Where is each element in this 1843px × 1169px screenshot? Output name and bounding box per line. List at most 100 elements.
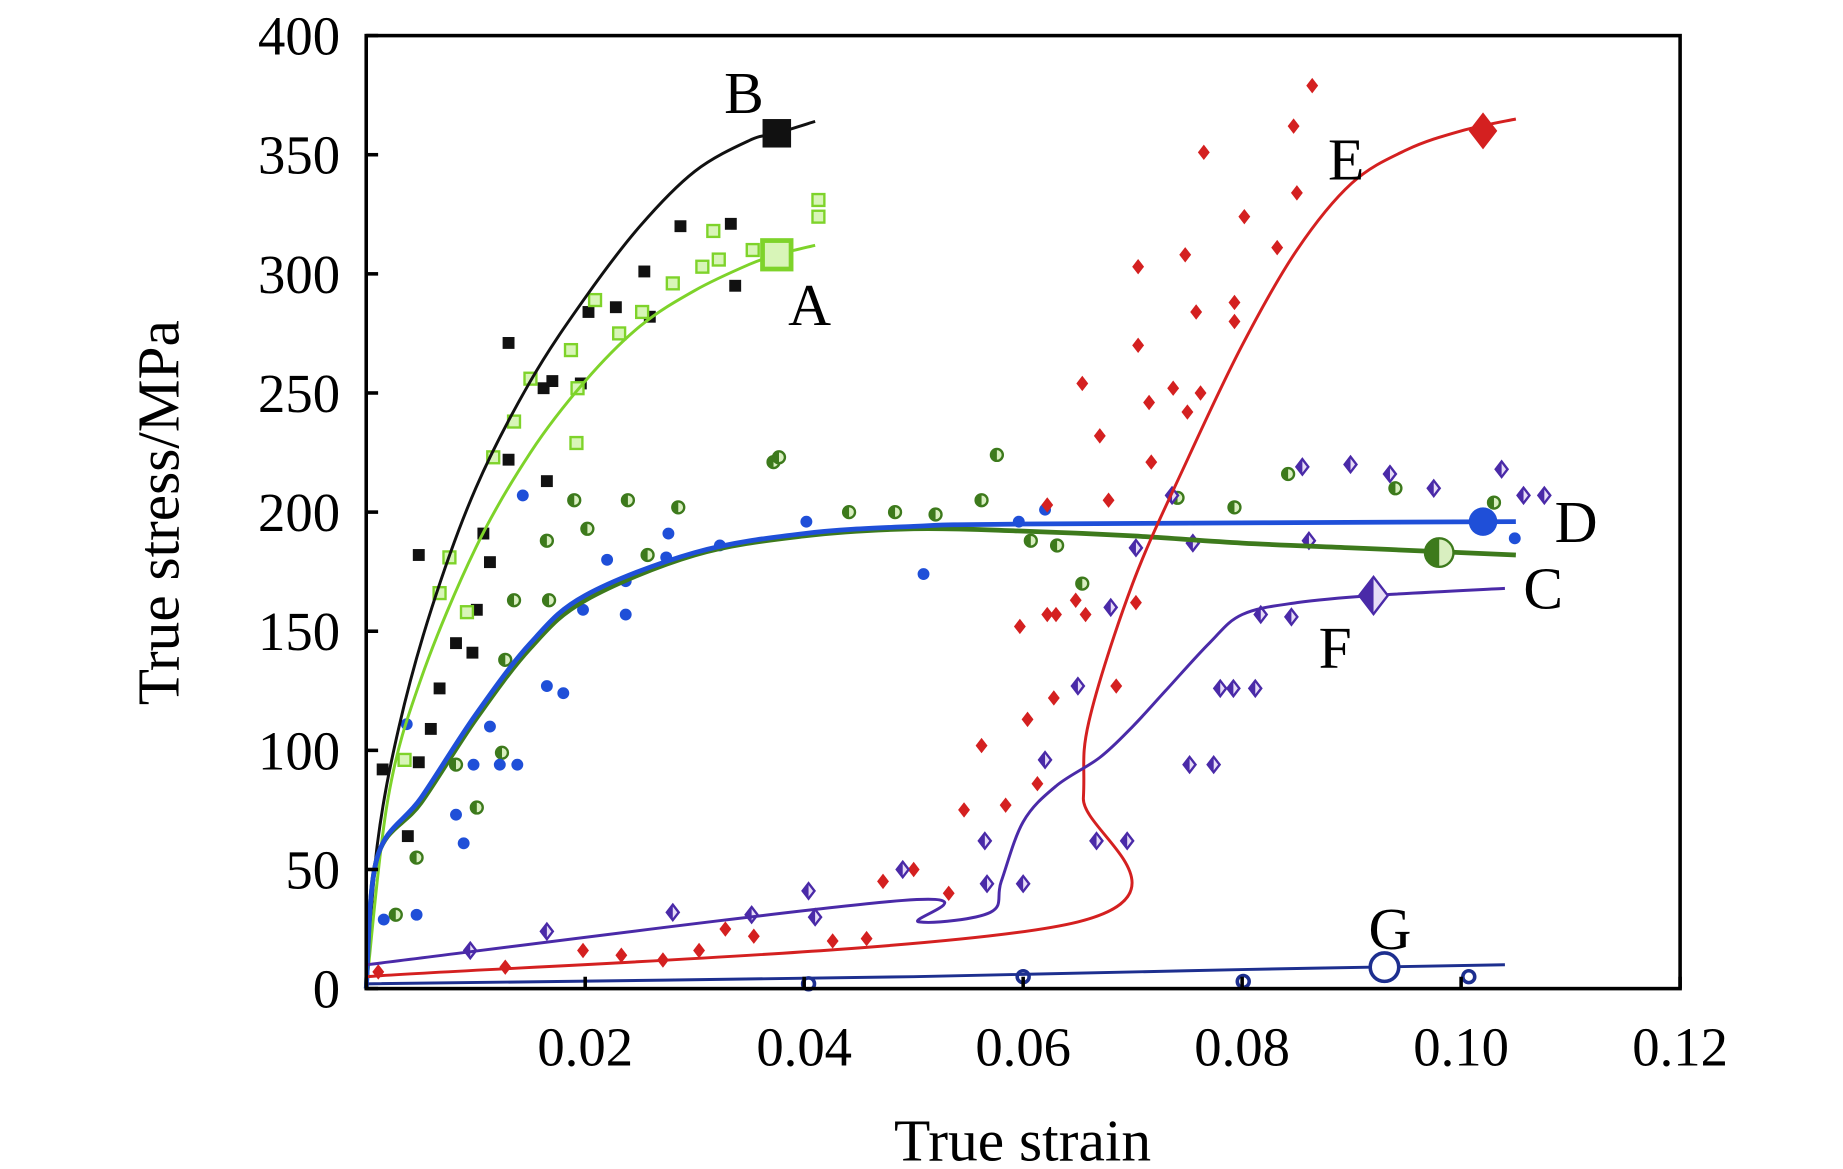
fit-g: G: [366, 896, 1505, 986]
data-point-f-fill: [1344, 456, 1351, 473]
data-point-e: [1197, 144, 1210, 161]
fit-f: F: [366, 575, 1506, 967]
data-point-e: [958, 802, 970, 818]
data-point-d: [511, 758, 524, 771]
data-point-f-fill: [1227, 680, 1234, 697]
data-point-e: [1145, 454, 1158, 470]
data-point-c: [974, 493, 989, 508]
y-tick-label: 100: [258, 720, 340, 781]
fit-line-g: [366, 963, 1505, 986]
data-point-f: [1343, 454, 1358, 475]
data-point-c-fill: [540, 534, 547, 547]
end-marker-d: [1468, 507, 1498, 536]
fit-a: A: [364, 238, 831, 989]
data-point-f-fill: [1017, 876, 1024, 892]
data-point-e: [1181, 404, 1194, 420]
data-point-e: [1290, 185, 1303, 201]
end-marker-c: [1423, 537, 1455, 569]
data-point-f: [744, 905, 760, 925]
fit-line-b: [364, 119, 816, 989]
series-b: [376, 217, 742, 843]
data-point-c: [989, 447, 1005, 463]
data-point-f: [1070, 676, 1086, 696]
data-point-c: [567, 493, 582, 508]
y-tick-label: 50: [285, 840, 340, 901]
data-point-e: [860, 930, 873, 947]
data-point-d: [457, 837, 470, 850]
y-tick-label: 350: [258, 125, 340, 186]
data-point-e: [1167, 380, 1180, 396]
data-point-f: [1212, 678, 1228, 699]
data-point-f-fill: [666, 904, 673, 921]
data-point-b: [546, 375, 559, 388]
data-point-f: [801, 881, 817, 901]
data-point-c-fill: [470, 801, 477, 814]
data-point-c-fill: [543, 594, 550, 607]
data-point-d: [619, 608, 632, 621]
data-point-c: [539, 533, 555, 548]
data-point-e: [826, 933, 839, 949]
data-point-f: [1089, 831, 1104, 851]
y-tick-label: 250: [258, 363, 340, 424]
data-point-c-fill: [1389, 482, 1396, 495]
curve-label-c: C: [1523, 556, 1563, 622]
data-point-f-fill: [1071, 678, 1078, 694]
data-point-b: [609, 301, 622, 314]
data-point-d: [540, 680, 553, 692]
x-tick-label: 0.06: [975, 1017, 1071, 1078]
data-point-f-fill: [978, 833, 985, 849]
data-point-f: [1253, 604, 1269, 625]
data-point-f: [1119, 831, 1135, 851]
data-point-e: [1271, 239, 1284, 256]
data-point-f: [1037, 750, 1053, 770]
data-point-f-fill: [896, 861, 903, 878]
series-c: [388, 447, 1502, 922]
curve-label-g: G: [1368, 896, 1411, 962]
end-marker-b: [762, 119, 792, 148]
data-point-c: [1280, 466, 1296, 482]
data-point-f-fill: [1538, 487, 1545, 504]
data-point-c: [1388, 481, 1403, 496]
data-point-f-fill: [1183, 756, 1190, 773]
data-point-c-fill: [1076, 577, 1083, 590]
data-point-b: [412, 549, 425, 561]
data-point-d: [577, 603, 589, 616]
data-point-b: [724, 217, 737, 230]
data-point-b: [466, 646, 479, 659]
data-point-a: [635, 304, 650, 320]
data-point-f: [1283, 607, 1299, 627]
data-point-e: [1228, 313, 1241, 330]
data-point-f-fill: [981, 876, 988, 892]
data-point-b: [502, 453, 515, 466]
data-point-c-fill: [496, 746, 502, 759]
fit-line-d: [363, 519, 1516, 989]
data-point-e: [1287, 118, 1300, 134]
data-point-f: [1206, 754, 1222, 775]
data-point-c-fill: [672, 501, 679, 514]
data-point-f: [979, 874, 995, 894]
data-point-c: [771, 450, 787, 465]
data-point-f: [1382, 464, 1398, 484]
data-point-f: [977, 831, 993, 851]
data-point-c-fill: [889, 506, 896, 519]
data-point-b: [729, 279, 742, 292]
data-point-a: [706, 223, 721, 239]
data-point-c-fill: [1024, 534, 1031, 547]
data-point-e: [1021, 711, 1034, 728]
data-point-d: [662, 527, 675, 540]
data-point-e: [1132, 337, 1145, 354]
data-point-c-fill: [508, 594, 515, 607]
data-point-d: [493, 758, 506, 771]
data-point-e: [1041, 497, 1054, 513]
data-point-d: [377, 913, 390, 926]
data-point-b: [433, 682, 446, 695]
x-tick-label: 0.08: [1194, 1017, 1290, 1078]
data-point-e: [1190, 304, 1203, 320]
end-marker-a: [760, 238, 794, 272]
curve-label-f: F: [1319, 615, 1352, 681]
data-point-e: [1076, 375, 1089, 392]
data-point-f: [895, 859, 911, 880]
fit-line-e: [366, 117, 1517, 979]
data-point-f-fill: [1207, 756, 1214, 773]
data-point-e: [942, 885, 955, 902]
